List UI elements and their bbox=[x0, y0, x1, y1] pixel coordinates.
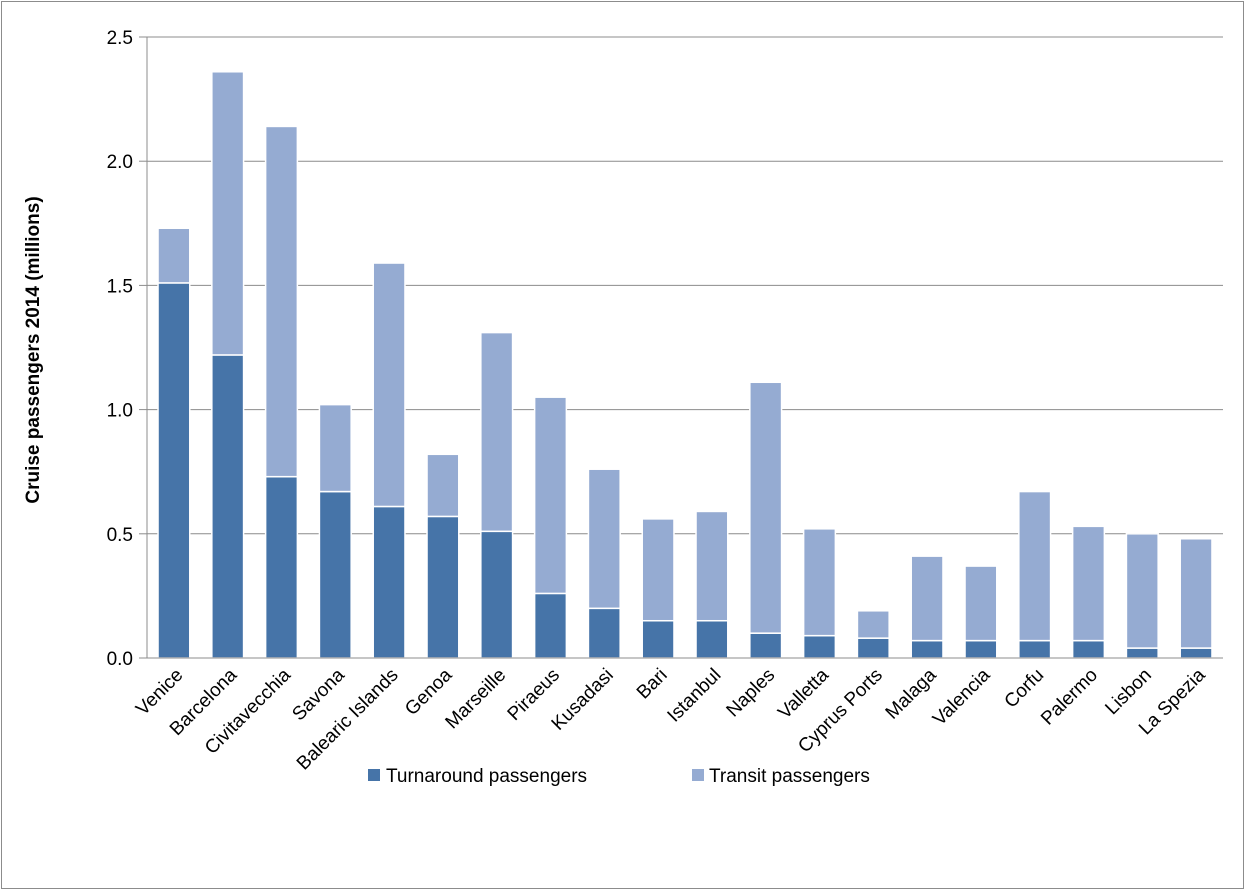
bar-turnaround-corfu bbox=[1018, 639, 1052, 659]
legend-swatch-turnaround bbox=[368, 769, 380, 781]
bar-transit-palermo bbox=[1071, 525, 1106, 642]
x-tick-label: Corfu bbox=[1001, 665, 1049, 713]
y-axis-title: Cruise passengers 2014 (millions) bbox=[23, 196, 44, 503]
y-tick-label: 0.0 bbox=[107, 649, 133, 670]
x-tick-label: Istanbul bbox=[664, 665, 726, 727]
bar-transit-la-spezia bbox=[1179, 538, 1213, 649]
x-tick-label: Palermo bbox=[1037, 665, 1102, 730]
bar-transit-istanbul bbox=[695, 510, 729, 622]
legend: Turnaround passengers Transit passengers bbox=[368, 766, 870, 787]
legend-label-transit: Transit passengers bbox=[709, 766, 870, 787]
bars bbox=[157, 71, 1213, 659]
x-tick-label: Naples bbox=[723, 665, 780, 722]
y-tick-labels: 0.0 0.5 1.0 1.5 2.0 2.5 bbox=[107, 28, 133, 670]
bar-transit-naples bbox=[749, 381, 783, 634]
axes bbox=[146, 37, 1223, 659]
bar-turnaround-marseille bbox=[480, 530, 514, 659]
bar-transit-valencia bbox=[964, 565, 998, 642]
bar-transit-kusadasi bbox=[587, 468, 621, 610]
bar-turnaround-bari bbox=[641, 619, 675, 659]
bar-turnaround-piraeus bbox=[533, 592, 568, 659]
bar-transit-cyprus-ports bbox=[856, 610, 890, 639]
x-tick-labels: VeniceBarcelonaCivitavecchiaSavonaBalear… bbox=[132, 664, 1210, 774]
legend-swatch-transit bbox=[692, 769, 704, 781]
bar-turnaround-malaga bbox=[910, 639, 944, 659]
bar-transit-bari bbox=[641, 518, 675, 622]
bar-turnaround-valencia bbox=[964, 639, 998, 659]
bar-turnaround-cyprus-ports bbox=[856, 637, 890, 659]
bar-transit-balearic-islands bbox=[372, 262, 406, 508]
x-tick-label: Marseille bbox=[442, 665, 511, 734]
y-tick-label: 1.0 bbox=[107, 401, 133, 422]
bar-turnaround-valletta bbox=[802, 634, 837, 659]
bar-turnaround-civitavecchia bbox=[264, 475, 299, 659]
x-tick-label: Valencia bbox=[929, 664, 995, 730]
bar-transit-marseille bbox=[480, 331, 514, 533]
legend-label-turnaround: Turnaround passengers bbox=[386, 766, 587, 787]
grid-lines bbox=[139, 36, 1223, 659]
bar-turnaround-balearic-islands bbox=[372, 505, 406, 659]
bar-turnaround-savona bbox=[318, 490, 352, 659]
y-tick-label: 2.0 bbox=[107, 152, 133, 173]
bar-turnaround-istanbul bbox=[695, 619, 729, 659]
bar-turnaround-genoa bbox=[426, 515, 460, 659]
bar-transit-venice bbox=[157, 227, 191, 284]
bar-turnaround-lisbon bbox=[1125, 647, 1159, 659]
bar-transit-civitavecchia bbox=[264, 125, 299, 478]
bar-turnaround-naples bbox=[749, 632, 783, 659]
bar-transit-lisbon bbox=[1125, 533, 1159, 649]
x-tick-label: Bari bbox=[633, 665, 672, 704]
bar-transit-genoa bbox=[426, 453, 460, 518]
bar-turnaround-la-spezia bbox=[1179, 647, 1213, 659]
bar-transit-malaga bbox=[910, 555, 944, 642]
bar-transit-valletta bbox=[802, 528, 837, 637]
y-tick-label: 1.5 bbox=[107, 276, 133, 297]
bar-turnaround-barcelona bbox=[211, 354, 245, 659]
bar-turnaround-palermo bbox=[1071, 639, 1106, 659]
bar-turnaround-venice bbox=[157, 282, 191, 659]
bar-transit-piraeus bbox=[533, 396, 568, 595]
bar-turnaround-kusadasi bbox=[587, 607, 621, 659]
bar-transit-barcelona bbox=[211, 71, 245, 356]
y-tick-label: 0.5 bbox=[107, 525, 133, 546]
bar-transit-corfu bbox=[1018, 490, 1052, 642]
y-tick-label: 2.5 bbox=[107, 28, 133, 49]
x-tick-label: Balearic Islands bbox=[293, 665, 403, 775]
bar-transit-savona bbox=[318, 403, 352, 493]
